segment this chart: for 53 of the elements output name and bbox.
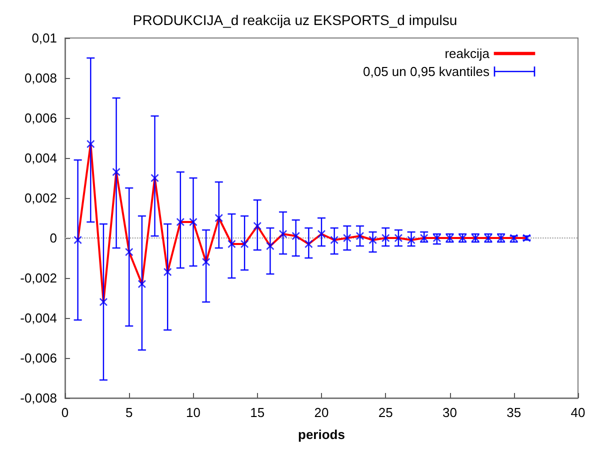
point <box>394 234 403 242</box>
x-tick-label: 25 <box>378 405 393 420</box>
x-tick-label: 5 <box>126 405 133 420</box>
y-tick-label: -0,008 <box>20 390 57 406</box>
x-tick-label: 0 <box>61 405 69 420</box>
point <box>176 218 185 226</box>
y-tick-label: -0,004 <box>20 310 57 326</box>
point <box>407 236 416 244</box>
point <box>86 140 95 148</box>
x-tick-label: 40 <box>570 405 586 420</box>
y-tick-label: 0,004 <box>24 150 57 166</box>
x-tick-label: 20 <box>314 405 329 420</box>
legend-label: reakcija <box>444 46 490 61</box>
legend-label: 0,05 un 0,95 kvantiles <box>363 64 490 79</box>
point <box>214 214 224 222</box>
point <box>343 234 352 242</box>
y-tick-label: 0,006 <box>24 110 57 126</box>
point <box>124 248 134 256</box>
point <box>138 280 146 288</box>
point <box>150 174 159 182</box>
x-tick-label: 30 <box>442 405 457 420</box>
point <box>74 236 82 244</box>
point <box>189 218 198 226</box>
y-tick-label: 0,01 <box>32 30 57 46</box>
point <box>99 298 108 306</box>
point <box>163 268 172 276</box>
point <box>228 240 236 248</box>
x-tick-label: 15 <box>250 405 265 420</box>
point <box>420 234 428 242</box>
line-series <box>76 143 528 303</box>
y-tick-label: 0,002 <box>24 190 57 206</box>
point <box>381 234 390 242</box>
x-axis-title: periods <box>298 427 345 442</box>
y-tick-label: -0,006 <box>20 350 57 366</box>
point <box>317 230 326 238</box>
point <box>368 236 377 244</box>
point <box>292 232 300 240</box>
point <box>304 240 313 248</box>
point <box>202 258 210 266</box>
point <box>330 236 338 244</box>
y-tick-label: -0,002 <box>20 270 57 286</box>
point <box>356 232 364 240</box>
point <box>266 242 274 250</box>
x-tick-label: 10 <box>186 405 200 420</box>
chart-title: PRODUKCIJA_d reakcija uz EKSPORTS_d impulsu <box>132 12 458 28</box>
point <box>278 230 288 238</box>
y-tick-label: 0 <box>50 230 57 246</box>
point <box>432 234 442 242</box>
point <box>240 240 249 248</box>
x-tick-label: 35 <box>506 405 522 420</box>
point <box>253 222 262 230</box>
point <box>112 168 120 176</box>
y-tick-label: 0,008 <box>24 70 57 86</box>
